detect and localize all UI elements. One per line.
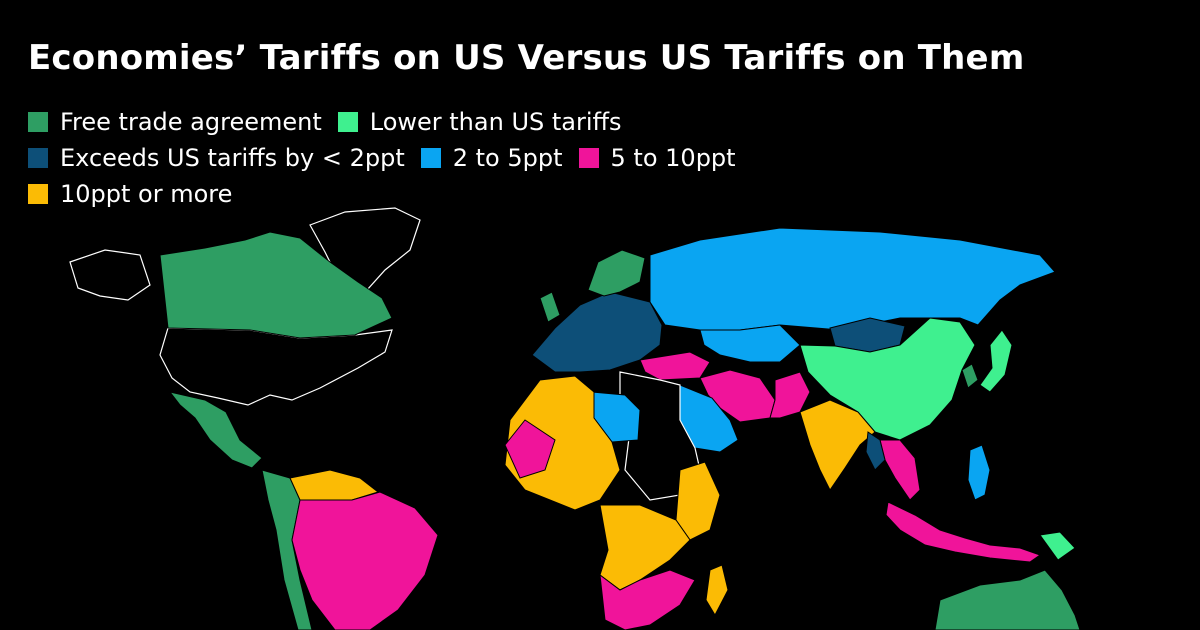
region-west-africa (504, 375, 621, 511)
legend-swatch (420, 148, 441, 168)
region-indonesia (885, 501, 1042, 563)
region-southern-africa (599, 569, 696, 630)
region-turkey (639, 351, 711, 381)
region-japan (979, 329, 1013, 393)
region-australia (934, 569, 1081, 630)
legend-label: Free trade agreement (60, 108, 322, 136)
legend-label: Exceeds US tariffs by < 2ppt (60, 144, 405, 172)
legend-row-3: 10ppt or more (28, 176, 752, 212)
region-european-union (531, 291, 663, 373)
world-map (69, 207, 1081, 630)
legend-item-10ppt-plus: 10ppt or more (28, 180, 232, 208)
region-china (799, 317, 976, 441)
legend-label: 10ppt or more (60, 180, 233, 208)
legend-swatch (28, 112, 48, 132)
legend-item-2-to-5ppt: 2 to 5ppt (420, 144, 563, 172)
legend-item-5-to-10ppt: 5 to 10ppt (578, 144, 736, 172)
region-pakistan (769, 371, 811, 419)
region-myanmar (865, 431, 886, 471)
legend-label: 5 to 10ppt (610, 144, 736, 172)
region-brazil (291, 491, 439, 630)
legend-row-1: Free trade agreement Lower than US tarif… (28, 104, 752, 140)
region-mexico (168, 391, 263, 469)
legend-swatch (578, 148, 599, 168)
region-india (799, 399, 876, 491)
region-madagascar (705, 564, 729, 617)
region-russia (649, 227, 1056, 331)
region-central-africa (599, 504, 691, 591)
region-sahel (504, 419, 556, 479)
region-southeast-asia (879, 439, 921, 501)
region-png (1039, 531, 1076, 561)
legend-label: 2 to 5ppt (452, 144, 563, 172)
region-south-korea (961, 363, 979, 389)
region-canada (159, 231, 393, 339)
legend: Free trade agreement Lower than US tarif… (28, 104, 752, 212)
legend-item-lower: Lower than US tariffs (337, 108, 622, 136)
united-states (159, 327, 393, 406)
region-east-africa (675, 461, 721, 541)
legend-item-under-2ppt: Exceeds US tariffs by < 2ppt (28, 144, 405, 172)
alaska (69, 249, 151, 301)
legend-swatch (28, 184, 48, 204)
legend-row-2: Exceeds US tariffs by < 2ppt 2 to 5ppt 5… (28, 140, 752, 176)
region-uk (539, 291, 561, 323)
chart-title: Economies’ Tariffs on US Versus US Tarif… (28, 38, 1025, 78)
region-venezuela (289, 469, 380, 501)
legend-item-free-trade: Free trade agreement (28, 108, 322, 136)
legend-swatch (28, 148, 48, 168)
region-philippines (967, 444, 991, 501)
region-central-asia (699, 324, 801, 363)
legend-label: Lower than US tariffs (369, 108, 622, 136)
region-scandinavia (587, 249, 646, 297)
legend-swatch (337, 112, 358, 132)
